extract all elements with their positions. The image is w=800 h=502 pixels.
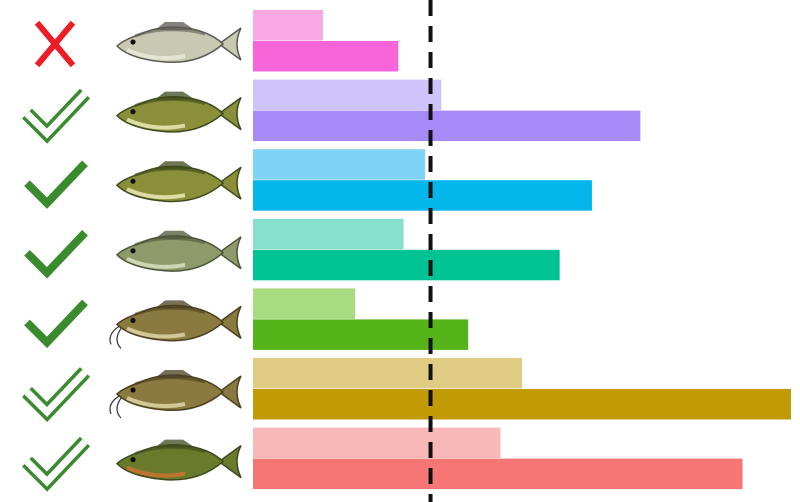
check-icon xyxy=(22,367,91,423)
channel-catfish-fish-icon xyxy=(109,370,242,419)
striped-bass-fish-icon xyxy=(116,22,242,64)
row-bluegill xyxy=(22,427,743,492)
row-rock-bass xyxy=(24,218,560,281)
bar-bluegill-2 xyxy=(253,458,743,490)
bar-striped-bass-2 xyxy=(253,41,399,72)
bar-channel-catfish-1 xyxy=(253,358,522,389)
bar-flathead-catfish-2 xyxy=(253,319,469,350)
row-smallmouth-bass xyxy=(22,79,641,144)
rock-bass-fish-icon xyxy=(116,230,242,272)
bar-flathead-catfish-1 xyxy=(253,288,356,319)
bluegill-fish-icon xyxy=(116,439,242,481)
bar-bluegill-1 xyxy=(253,427,501,459)
flathead-catfish-fish-icon xyxy=(109,300,242,349)
bar-largemouth-bass-2 xyxy=(253,180,592,211)
check-icon xyxy=(24,160,88,209)
check-icon xyxy=(22,436,91,492)
chart-rows xyxy=(22,10,791,492)
bar-smallmouth-bass-2 xyxy=(253,110,641,142)
bar-channel-catfish-2 xyxy=(253,389,791,420)
largemouth-bass-fish-icon xyxy=(116,161,242,203)
row-flathead-catfish xyxy=(24,288,469,350)
row-striped-bass xyxy=(34,10,399,72)
bar-largemouth-bass-1 xyxy=(253,149,426,180)
bar-rock-bass-1 xyxy=(253,218,404,250)
cross-icon xyxy=(34,20,76,68)
smallmouth-bass-fish-icon xyxy=(116,91,242,133)
row-largemouth-bass xyxy=(24,149,592,211)
bar-striped-bass-1 xyxy=(253,10,323,41)
check-icon xyxy=(24,230,88,279)
row-channel-catfish xyxy=(22,358,791,423)
check-icon xyxy=(24,299,88,349)
bar-smallmouth-bass-1 xyxy=(253,79,442,111)
bar-rock-bass-2 xyxy=(253,249,560,281)
check-icon xyxy=(22,88,91,144)
